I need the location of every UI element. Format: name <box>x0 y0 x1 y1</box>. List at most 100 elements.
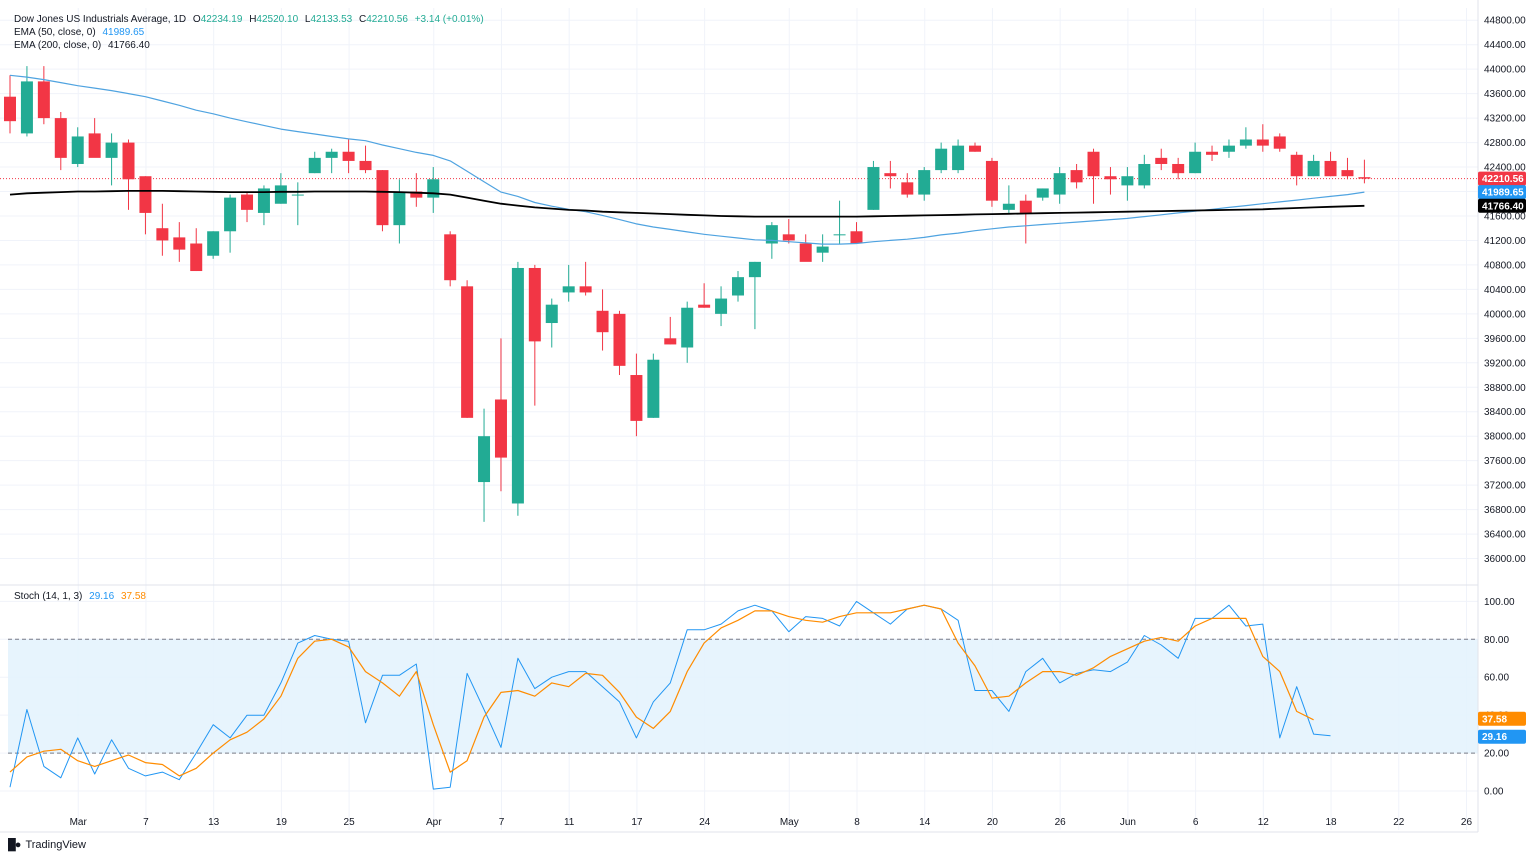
candle[interactable] <box>545 298 558 348</box>
candle[interactable] <box>935 142 948 174</box>
time-tick-label: 24 <box>699 817 711 828</box>
ema200-legend[interactable]: EMA (200, close, 0) 41766.40 <box>14 40 150 52</box>
candle[interactable] <box>782 219 795 244</box>
candle[interactable] <box>1070 163 1083 189</box>
candle[interactable] <box>207 231 220 259</box>
candle[interactable] <box>562 264 575 302</box>
candle[interactable] <box>376 170 389 232</box>
candle[interactable] <box>393 179 406 244</box>
candle[interactable] <box>1307 154 1320 177</box>
candle[interactable] <box>528 264 541 406</box>
candle[interactable] <box>596 289 609 351</box>
stoch-legend[interactable]: Stoch (14, 1, 3) 29.16 37.58 <box>14 591 146 603</box>
candle[interactable] <box>647 353 660 418</box>
candle[interactable] <box>274 173 287 204</box>
candle[interactable] <box>1222 139 1235 158</box>
candle[interactable] <box>816 234 829 262</box>
candle[interactable] <box>1324 151 1337 177</box>
candle[interactable] <box>698 283 711 308</box>
candle[interactable] <box>867 160 880 210</box>
candle[interactable] <box>1155 148 1168 171</box>
candle[interactable] <box>156 203 169 256</box>
candle[interactable] <box>427 167 440 213</box>
candle[interactable] <box>1239 127 1252 149</box>
candle[interactable] <box>630 353 643 437</box>
time-tick-label: 20 <box>987 817 999 828</box>
candle[interactable] <box>1138 154 1151 189</box>
candle[interactable] <box>901 173 914 198</box>
candle[interactable] <box>105 133 118 186</box>
candle[interactable] <box>1002 185 1015 213</box>
candle[interactable] <box>1172 157 1185 180</box>
ema200-tag: 41766.40 <box>1478 198 1526 213</box>
svg-text:41989.65: 41989.65 <box>1482 188 1524 199</box>
candle[interactable] <box>37 66 50 125</box>
stoch-k-value: 29.16 <box>89 591 115 602</box>
candle[interactable] <box>122 139 135 210</box>
price-tick-label: 44400.00 <box>1484 40 1526 51</box>
candle[interactable] <box>748 261 761 330</box>
candle[interactable] <box>444 231 457 287</box>
candle[interactable] <box>681 301 694 363</box>
stoch-k-tag: 29.16 <box>1478 729 1526 744</box>
candle[interactable] <box>1036 188 1049 201</box>
candle[interactable] <box>985 157 998 207</box>
candle[interactable] <box>799 234 812 262</box>
candle[interactable] <box>511 261 524 516</box>
candle[interactable] <box>613 310 626 376</box>
candle[interactable] <box>884 160 897 189</box>
candle[interactable] <box>918 167 931 201</box>
ema50-legend[interactable]: EMA (50, close, 0) 41989.65 <box>14 27 144 39</box>
candle[interactable] <box>190 228 203 272</box>
price-tick-label: 44800.00 <box>1484 16 1526 27</box>
candle[interactable] <box>1290 151 1303 186</box>
time-axis: Mar 7 13 19 25 Apr 7 11 17 24 May 8 14 20 26 Jun 6 12 18 22… <box>70 817 1473 828</box>
candle[interactable] <box>342 139 355 174</box>
candle[interactable] <box>325 148 338 174</box>
candle[interactable] <box>579 261 592 296</box>
candle[interactable] <box>461 280 474 418</box>
candle[interactable] <box>4 75 16 134</box>
candle[interactable] <box>731 271 744 302</box>
candle[interactable] <box>359 145 372 174</box>
candle[interactable] <box>478 408 491 522</box>
candle[interactable] <box>291 182 304 226</box>
candle[interactable] <box>1087 148 1100 204</box>
price-tick-label: 36400.00 <box>1484 530 1526 541</box>
candle[interactable] <box>1104 167 1117 195</box>
candle[interactable] <box>1358 159 1371 184</box>
candle[interactable] <box>308 151 321 174</box>
candle[interactable] <box>1189 142 1202 174</box>
candle[interactable] <box>833 200 846 244</box>
candle[interactable] <box>173 222 186 262</box>
candle[interactable] <box>850 222 863 244</box>
candle[interactable] <box>1019 194 1032 244</box>
price-tick-label: 38800.00 <box>1484 383 1526 394</box>
candle[interactable] <box>88 118 101 158</box>
candle[interactable] <box>71 127 84 168</box>
tradingview-brand[interactable]: █● TradingView <box>8 839 86 851</box>
candle[interactable] <box>20 66 33 137</box>
candle[interactable] <box>241 191 254 223</box>
candle[interactable] <box>1341 157 1354 180</box>
svg-text:41766.40: 41766.40 <box>1482 201 1524 212</box>
last-price-tag: 42210.56 <box>1478 171 1526 186</box>
price-tick-label: 39200.00 <box>1484 358 1526 369</box>
candle[interactable] <box>54 111 67 171</box>
candle[interactable] <box>664 316 677 345</box>
candle[interactable] <box>410 173 423 207</box>
candle[interactable] <box>1121 167 1134 201</box>
candle[interactable] <box>224 194 237 253</box>
candle[interactable] <box>1053 167 1066 204</box>
price-tick-label: 44000.00 <box>1484 65 1526 76</box>
candle[interactable] <box>969 142 982 152</box>
candle[interactable] <box>1206 145 1219 161</box>
candle[interactable] <box>1273 133 1286 152</box>
candle[interactable] <box>952 139 965 174</box>
candle[interactable] <box>715 286 728 327</box>
symbol-title[interactable]: Dow Jones US Industrials Average, 1D <box>14 14 187 25</box>
candle[interactable] <box>139 176 152 235</box>
candle[interactable] <box>1256 124 1269 152</box>
candle[interactable] <box>494 338 507 492</box>
